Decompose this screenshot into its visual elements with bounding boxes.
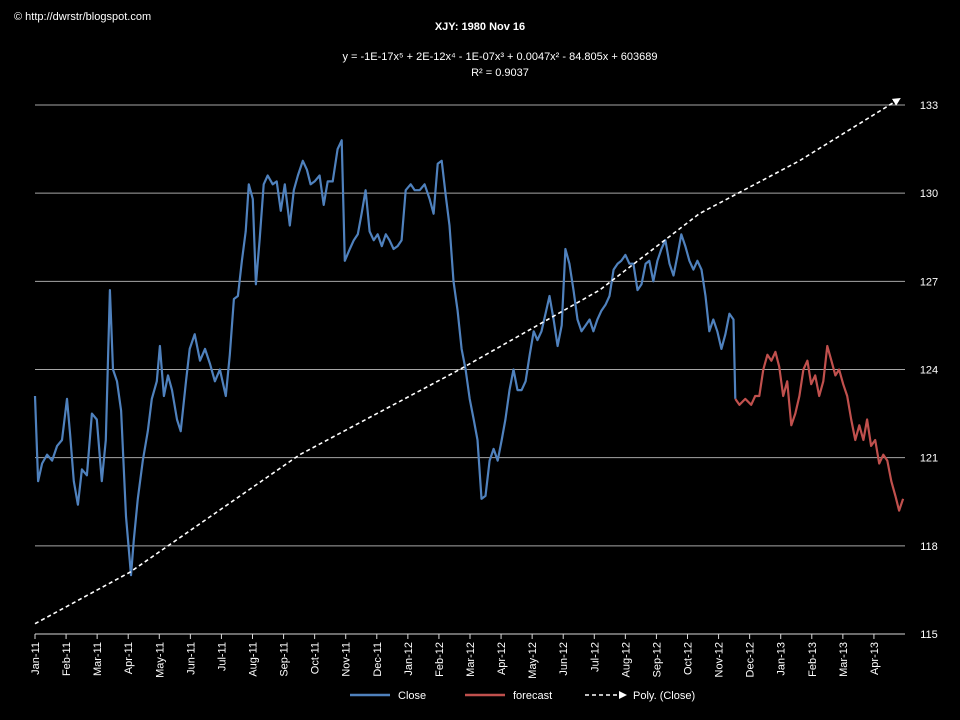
- x-tick-label: Feb-11: [61, 642, 73, 676]
- series-line: [34, 98, 901, 625]
- x-tick-label: Apr-12: [496, 642, 508, 675]
- y-tick-label: 118: [920, 541, 938, 553]
- legend-label: Close: [398, 690, 426, 702]
- x-tick-label: Mar-13: [838, 642, 850, 677]
- r-squared: R² = 0.9037: [471, 67, 529, 79]
- x-tick-label: Sep-12: [651, 642, 663, 677]
- chart-title: XJY: 1980 Nov 16: [435, 21, 525, 33]
- y-tick-label: 121: [920, 453, 938, 465]
- x-tick-label: Mar-12: [465, 642, 477, 677]
- x-tick-label: Nov-11: [341, 642, 353, 677]
- x-tick-label: Feb-12: [434, 642, 446, 677]
- x-tick-label: Aug-12: [620, 642, 632, 677]
- x-tick-label: Dec-11: [372, 642, 384, 677]
- x-tick-label: Jun-11: [185, 642, 197, 675]
- y-tick-label: 133: [920, 100, 938, 112]
- x-tick-label: Jan-12: [403, 642, 415, 676]
- x-tick-label: May-12: [527, 642, 539, 679]
- equation: y = -1E-17x⁵ + 2E-12x⁴ - 1E-07x³ + 0.004…: [342, 51, 657, 63]
- credit: © http://dwrstr/blogspot.com: [14, 11, 151, 23]
- x-tick-label: Oct-12: [683, 642, 695, 675]
- x-tick-label: Aug-11: [248, 642, 260, 677]
- x-tick-label: Jun-12: [558, 642, 570, 676]
- series-line: [734, 344, 905, 512]
- x-tick-label: Jul-11: [216, 642, 228, 671]
- legend-label: forecast: [513, 690, 552, 702]
- series-line: [33, 139, 737, 577]
- x-tick-label: Jan-11: [30, 642, 42, 675]
- x-tick-label: Jul-12: [589, 642, 601, 672]
- y-tick-label: 115: [920, 629, 938, 641]
- x-tick-label: Apr-11: [123, 642, 135, 674]
- x-tick-label: Jan-13: [776, 642, 788, 676]
- y-tick-label: 130: [920, 188, 938, 200]
- x-tick-label: May-11: [154, 642, 166, 678]
- y-tick-label: 127: [920, 276, 938, 288]
- x-tick-label: Nov-12: [714, 642, 726, 677]
- x-tick-label: Apr-13: [869, 642, 881, 675]
- x-tick-label: Sep-11: [279, 642, 291, 677]
- legend-label: Poly. (Close): [633, 690, 695, 702]
- x-tick-label: Oct-11: [310, 642, 322, 674]
- x-tick-label: Mar-11: [92, 642, 104, 676]
- x-tick-label: Feb-13: [807, 642, 819, 677]
- x-tick-label: Dec-12: [745, 642, 757, 677]
- y-tick-label: 124: [920, 365, 938, 377]
